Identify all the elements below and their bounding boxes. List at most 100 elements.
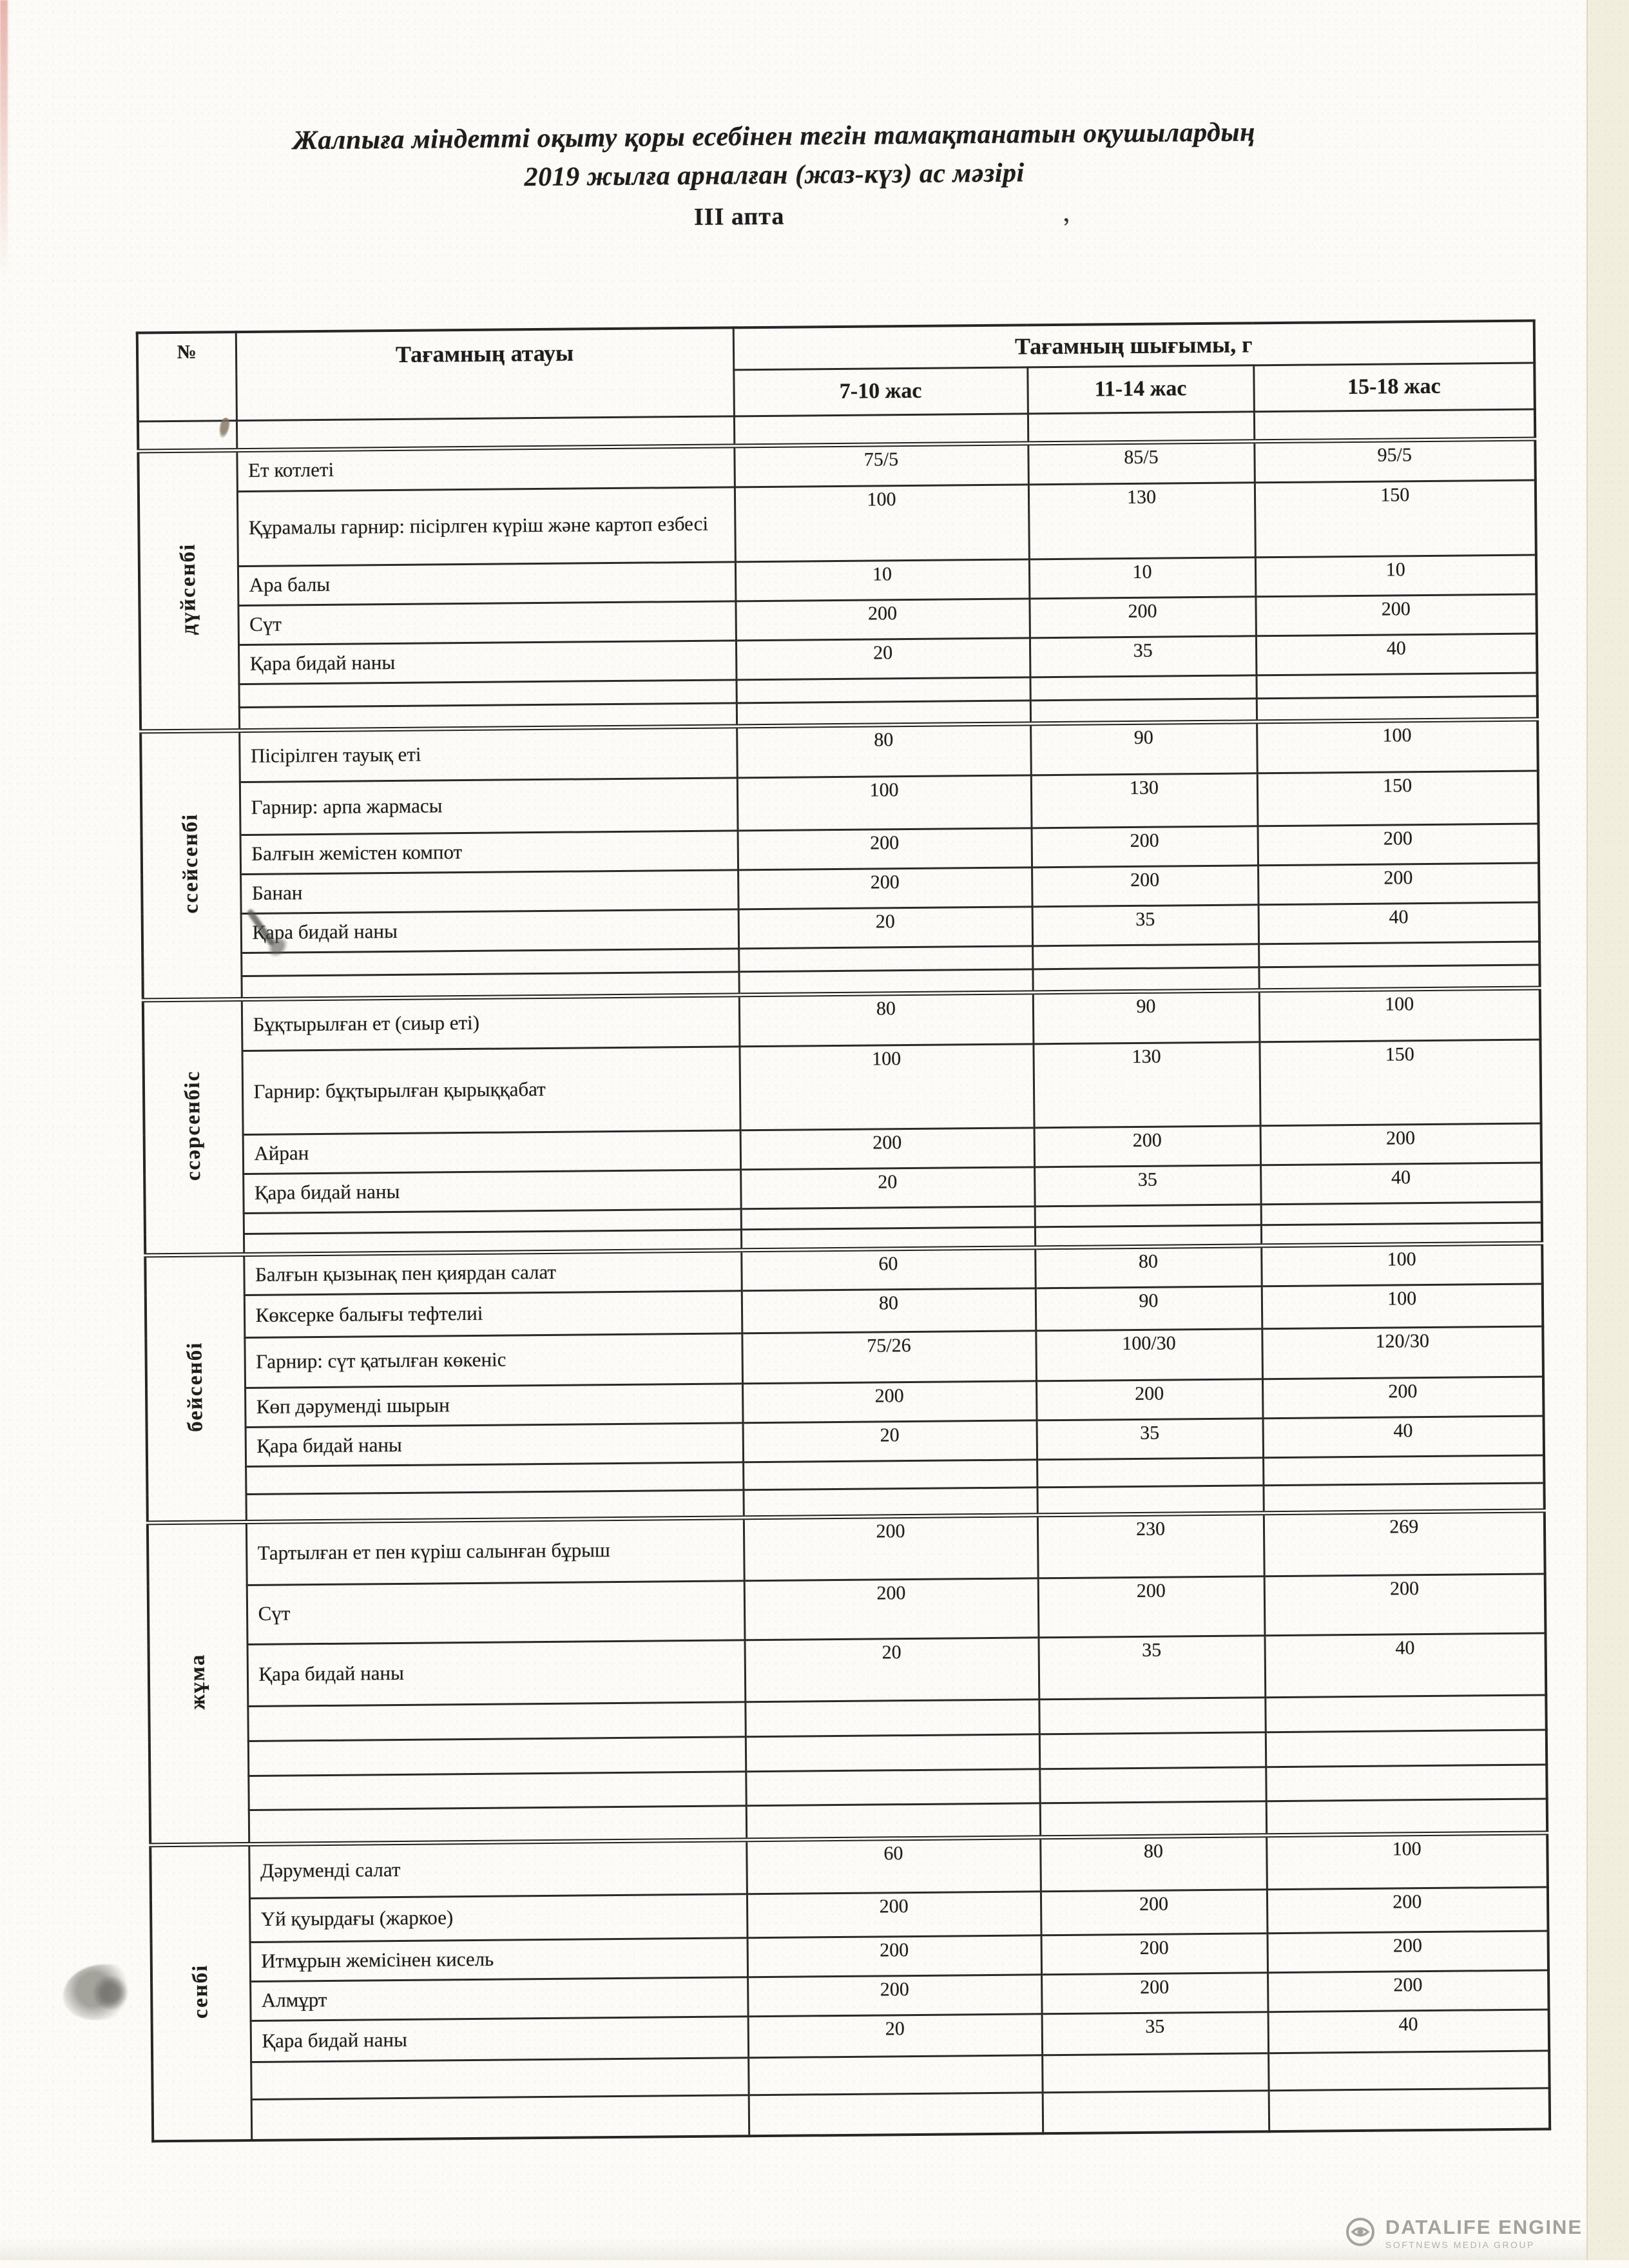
portion-value: 35 [1034, 1165, 1261, 1207]
portion-value [1039, 1767, 1266, 1803]
portion-value: 200 [1040, 1889, 1268, 1935]
portion-value: 80 [738, 992, 1034, 1047]
portion-value: 20 [740, 1167, 1035, 1209]
portion-value: 10 [1028, 557, 1256, 599]
day-label-text: жұма [186, 1653, 210, 1711]
portion-value: 200 [1264, 1573, 1546, 1636]
portion-value: 100 [1257, 719, 1538, 773]
portion-value: 120/30 [1262, 1326, 1543, 1379]
portion-value [736, 700, 1031, 726]
portion-value: 200 [1032, 865, 1258, 907]
header-age-15-18: 15-18 жас [1253, 362, 1535, 412]
portion-value [1032, 967, 1259, 993]
dish-name: Балғын жемістен компот [240, 830, 738, 875]
spacer-cell [137, 420, 237, 451]
portion-value [1266, 1764, 1547, 1801]
portion-value: 20 [738, 906, 1033, 949]
portion-value: 200 [1036, 1379, 1263, 1420]
header-age-7-10: 7-10 жас [733, 367, 1028, 416]
dish-name: Дәруменді салат [249, 1839, 747, 1899]
portion-value: 80 [1040, 1835, 1267, 1892]
portion-value: 80 [1035, 1245, 1262, 1288]
dish-name: Гарнир: бұқтырылған қырыққабат [242, 1046, 740, 1135]
dish-name: Ет котлеті [236, 445, 735, 492]
portion-value [1256, 695, 1538, 722]
portion-value [1260, 1201, 1542, 1225]
portion-value [738, 969, 1033, 995]
scan-bottom-shadow [0, 2238, 1586, 2260]
portion-value [1268, 2088, 1550, 2131]
dish-name: Қара бидай наны [240, 909, 739, 953]
portion-value: 200 [735, 598, 1030, 641]
menu-row: Қара бидай наны 20 35 40 [149, 1633, 1547, 1707]
dish-name: Сүт [238, 601, 736, 645]
portion-value: 130 [1030, 773, 1258, 828]
header-output: Тағамның шығымы, г [733, 320, 1535, 370]
portion-value [745, 1734, 1040, 1772]
datalife-engine-watermark: DATALIFE ENGINE SOFTNEWS MEDIA GROUP [1344, 2216, 1583, 2251]
portion-value: 20 [742, 1420, 1037, 1462]
portion-value: 60 [746, 1837, 1041, 1894]
portion-value [746, 1769, 1040, 1806]
dish-name: Көп дәруменді шырын [245, 1383, 743, 1428]
portion-value: 75/26 [742, 1330, 1037, 1384]
portion-value [743, 1459, 1037, 1490]
day-label-text: сенбі [189, 1964, 213, 2019]
portion-value [1034, 1225, 1262, 1248]
portion-value: 200 [1260, 1123, 1542, 1165]
header-age-11-14: 11-14 жас [1027, 365, 1254, 414]
menu-table: № Тағамның атауы Тағамның шығымы, г 7-10… [135, 319, 1552, 2142]
portion-value [738, 945, 1033, 972]
dish-name: Көксерке балығы тефтелиі [244, 1290, 742, 1338]
day-label-text: ссейсенбі [178, 813, 203, 914]
portion-value [1260, 1222, 1543, 1246]
spacer-cell [1253, 409, 1536, 441]
dish-name: Ара балы [237, 561, 736, 606]
dish-name: Бұқтырылған ет (сиыр еті) [241, 994, 740, 1051]
portion-value: 200 [1257, 823, 1539, 866]
portion-value: 35 [1032, 904, 1259, 946]
spacer-cell [1027, 411, 1255, 443]
portion-value: 35 [1029, 635, 1257, 677]
portion-value: 90 [1030, 721, 1257, 775]
menu-row: Құрамалы гарнир: пісірлген күріш және ка… [139, 480, 1536, 567]
dish-name [246, 1489, 744, 1522]
portion-value: 100 [734, 484, 1029, 562]
dish-name: Құрамалы гарнир: пісірлген күріш және ка… [236, 487, 735, 567]
portion-value [1037, 1457, 1264, 1488]
document-title: Жалпыға міндетті оқыту қоры есебінен тег… [0, 111, 1557, 237]
portion-value [740, 1206, 1035, 1230]
portion-value [1042, 2053, 1269, 2093]
portion-value: 200 [740, 1127, 1035, 1170]
portion-value [746, 1803, 1041, 1840]
portion-value: 40 [1268, 2010, 1550, 2053]
portion-value [1030, 698, 1257, 724]
portion-value: 200 [1266, 1886, 1548, 1934]
portion-value [1039, 1732, 1266, 1769]
portion-value: 95/5 [1254, 438, 1536, 483]
portion-value: 100 [1266, 1832, 1548, 1890]
portion-value: 80 [741, 1288, 1036, 1333]
portion-value: 150 [1254, 480, 1536, 557]
portion-value [748, 2092, 1043, 2136]
portion-value: 100 [1258, 987, 1541, 1042]
portion-value: 130 [1033, 1042, 1260, 1128]
portion-value: 20 [735, 637, 1030, 680]
portion-value [1034, 1204, 1261, 1227]
portion-value: 10 [735, 559, 1030, 601]
portion-value: 100 [1261, 1243, 1543, 1286]
spacer-cell [236, 416, 735, 451]
portion-value: 60 [741, 1247, 1036, 1291]
portion-value: 90 [1035, 1286, 1262, 1331]
scan-page-edge-strip [1586, 0, 1629, 2260]
menu-table-header: № Тағамның атауы Тағамның шығымы, г 7-10… [137, 320, 1535, 422]
portion-value: 75/5 [734, 443, 1028, 487]
portion-value [1037, 1485, 1264, 1515]
portion-value [1268, 2051, 1550, 2091]
dish-name [247, 1736, 746, 1776]
portion-value [748, 2055, 1043, 2095]
portion-value: 100 [737, 775, 1032, 831]
day-label-5: жұма [147, 1522, 249, 1845]
menu-table-body: дүйсенбі Ет котлеті 75/5 85/5 95/5 Құрамалы г… [137, 409, 1550, 2141]
portion-value [743, 1487, 1037, 1518]
